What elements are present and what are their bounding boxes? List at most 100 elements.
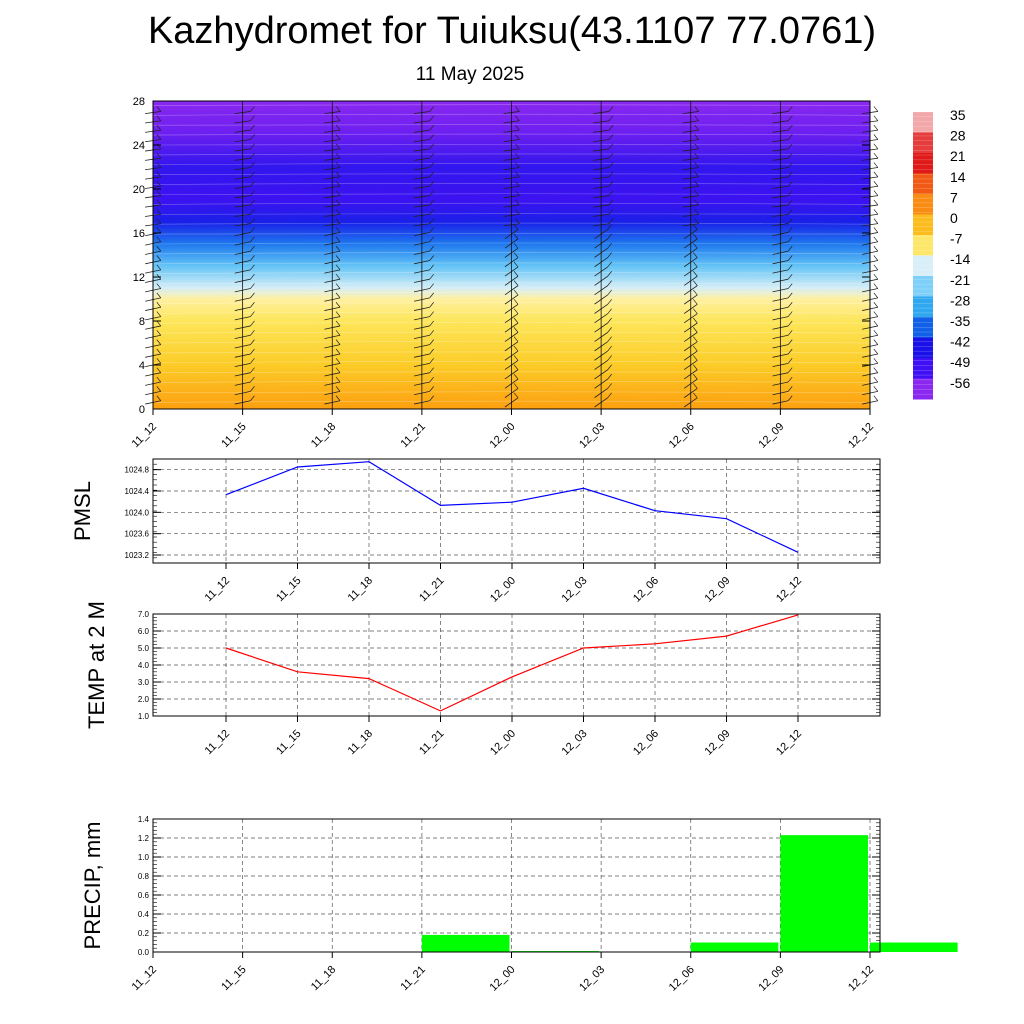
colorbar-label: -49 xyxy=(950,354,970,370)
wind-barb-flag xyxy=(693,355,698,361)
x-tick-label: 11_21 xyxy=(417,728,447,758)
wind-barb-flag xyxy=(250,273,255,280)
wind-barb-flag xyxy=(693,299,698,305)
wind-barb-flag xyxy=(335,395,341,401)
wind-barb-flag xyxy=(873,218,879,224)
wind-barb-flag xyxy=(429,171,435,178)
wind-barb-flag xyxy=(694,124,699,131)
wind-barb-flag xyxy=(335,386,341,392)
wind-barb-flag xyxy=(694,199,699,206)
wind-barb-flag xyxy=(787,283,793,289)
wind-barb-flag xyxy=(335,330,341,336)
x-tick-label: 11_12 xyxy=(130,964,160,994)
wind-barb-flag xyxy=(608,162,614,168)
wind-barb-flag xyxy=(429,162,435,168)
wind-barb-flag xyxy=(156,339,162,345)
wind-barb-flag xyxy=(429,264,434,271)
wind-barb-flag xyxy=(335,236,341,243)
wind-barb-flag xyxy=(429,209,435,215)
x-tick-label: 12_12 xyxy=(774,575,804,605)
wind-barb-flag xyxy=(515,134,520,140)
wind-barb-flag xyxy=(607,299,612,305)
wind-barb-flag xyxy=(250,302,255,308)
wind-barb-flag xyxy=(788,181,793,187)
wind-barb-flag xyxy=(250,283,255,289)
wind-barb-flag xyxy=(873,245,879,252)
wind-barb-flag xyxy=(335,320,341,327)
wind-barb-flag xyxy=(515,162,520,168)
x-tick-label: 11_21 xyxy=(398,964,428,994)
wind-barb-flag xyxy=(156,376,162,383)
colorbar-label: -35 xyxy=(950,313,970,329)
wind-barb-flag xyxy=(250,171,255,178)
colorbar-swatch xyxy=(913,296,933,318)
wind-barb-flag xyxy=(335,283,341,289)
wind-barb-flag xyxy=(429,152,435,159)
colorbar-label: 7 xyxy=(950,189,958,205)
colorbar-swatch xyxy=(913,132,933,154)
y-tick-label: 4 xyxy=(139,360,145,372)
colorbar-label: -21 xyxy=(950,272,970,288)
colorbar-swatch xyxy=(913,153,933,174)
wind-barb-flag xyxy=(788,199,793,206)
x-tick-label: 12_09 xyxy=(756,421,786,451)
wind-barb-flag xyxy=(156,255,162,261)
x-tick-label: 11_21 xyxy=(398,421,428,451)
wind-barb-flag xyxy=(429,395,434,401)
wind-barb-flag xyxy=(156,236,162,243)
colorbar-swatch xyxy=(913,317,933,338)
wind-barb-flag xyxy=(607,327,612,333)
x-tick-label: 12_00 xyxy=(488,964,518,994)
wind-barb-flag xyxy=(513,392,519,399)
wind-barb-flag xyxy=(873,302,879,308)
wind-barb-flag xyxy=(335,134,341,140)
wind-barb-flag xyxy=(429,236,434,243)
y-tick-label: 7.0 xyxy=(138,610,150,619)
y-tick-label: 1.4 xyxy=(138,815,150,824)
wind-barb-flag xyxy=(335,273,341,280)
wind-barb-flag xyxy=(156,227,162,233)
x-tick-label: 12_03 xyxy=(560,575,590,605)
precip-bar xyxy=(780,835,868,952)
wind-barb-flag xyxy=(788,162,793,168)
wind-barb-flag xyxy=(787,395,793,401)
wind-barb-flag xyxy=(788,190,793,196)
wind-barb-flag xyxy=(787,255,793,261)
y-tick-label: 0.4 xyxy=(138,910,150,919)
wind-barb-flag xyxy=(693,336,698,342)
wind-barb-flag xyxy=(873,395,879,401)
wind-barb-flag xyxy=(873,367,879,373)
wind-barb-flag xyxy=(250,386,255,392)
wind-barb-flag xyxy=(607,373,612,380)
wind-barb-flag xyxy=(250,320,255,327)
x-tick-label: 12_09 xyxy=(756,964,786,994)
colorbar-label: -14 xyxy=(950,251,970,267)
wind-barb-flag xyxy=(694,134,699,140)
wind-barb-flag xyxy=(156,367,162,373)
wind-barb-flag xyxy=(873,273,879,280)
wind-barb-flag xyxy=(873,376,879,383)
wind-barb-flag xyxy=(787,376,793,383)
y-tick-label: 0 xyxy=(139,404,145,416)
y-tick-label: 1024.0 xyxy=(125,508,150,517)
wind-barb-flag xyxy=(693,242,698,249)
wind-barb-flag xyxy=(250,330,255,336)
wind-barb-flag xyxy=(788,106,793,112)
wind-barb-flag xyxy=(429,106,435,112)
x-tick-label: 12_12 xyxy=(774,728,804,758)
wind-barb-flag xyxy=(250,376,255,383)
wind-barb-flag xyxy=(429,330,434,336)
colorbar-swatch xyxy=(913,173,933,195)
y-axis-label: TEMP at 2 M xyxy=(84,601,109,729)
wind-barb-flag xyxy=(156,162,162,168)
wind-barb-flag xyxy=(787,236,793,243)
x-tick-label: 11_15 xyxy=(274,575,304,605)
wind-barb-flag xyxy=(335,152,341,159)
wind-barb-flag xyxy=(429,367,434,373)
y-tick-label: 6.0 xyxy=(138,627,150,636)
wind-barb-flag xyxy=(873,227,879,233)
wind-barb-flag xyxy=(156,264,162,271)
wind-barb-flag xyxy=(335,124,341,131)
wind-barb-flag xyxy=(607,261,612,268)
wind-barb-flag xyxy=(873,199,879,206)
